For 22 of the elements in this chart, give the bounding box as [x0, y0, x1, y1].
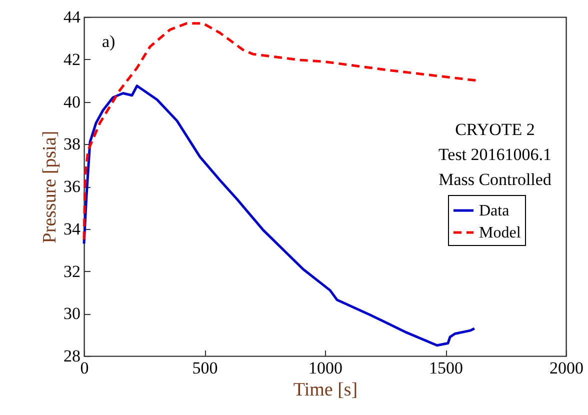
- x-axis-title: Time [s]: [293, 380, 358, 400]
- annotation: Mass Controlled: [438, 170, 552, 189]
- x-tick-label: 1000: [308, 358, 342, 378]
- x-tick-label: 500: [192, 358, 218, 378]
- y-tick-label: 36: [64, 177, 80, 196]
- y-tick-label: 34: [64, 219, 81, 238]
- y-tick-label: 38: [64, 134, 80, 154]
- x-tick-label: 0: [80, 358, 89, 378]
- y-axis-title: Pressure [psia]: [40, 130, 60, 244]
- y-tick-label: 28: [64, 346, 80, 366]
- x-tick-label: 1500: [429, 358, 463, 378]
- y-tick-label: 32: [64, 262, 80, 281]
- y-tick-label: 44: [64, 8, 81, 26]
- x-tick-label: 2000: [550, 358, 584, 378]
- legend-label: Data: [479, 202, 510, 220]
- y-tick-label: 30: [64, 304, 80, 324]
- annotation: Test 20161006.1: [438, 145, 552, 164]
- annotation: CRYOTE 2: [455, 120, 535, 139]
- y-tick-label: 42: [64, 50, 80, 69]
- legend-label: Model: [479, 224, 522, 242]
- y-tick-label: 40: [64, 92, 80, 112]
- annotation: a): [102, 32, 116, 51]
